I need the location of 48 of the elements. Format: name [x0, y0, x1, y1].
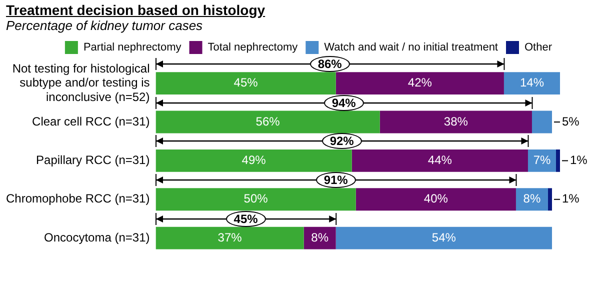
- y-tick-label: Clear cell RCC (n=31): [32, 114, 150, 128]
- legend-label: Total nephrectomy: [208, 42, 298, 54]
- data-label: 1%: [562, 192, 580, 206]
- bar: [548, 188, 552, 211]
- y-tick-label: Papillary RCC (n=31): [36, 153, 150, 168]
- bar: [532, 110, 552, 134]
- bar: [380, 110, 532, 134]
- data-label: 44%: [428, 153, 452, 168]
- annotation: 91%: [316, 172, 356, 188]
- chart-subtitle: Percentage of kidney tumor cases: [6, 18, 204, 33]
- y-tick-label: Not testing for histological subtype and/or testing is inconclusive (n=52): [12, 61, 150, 104]
- data-label: 8%: [311, 230, 329, 244]
- data-label: 49%: [242, 153, 266, 168]
- data-label: 38%: [444, 114, 468, 128]
- legend-label: Partial nephrectomy: [83, 42, 182, 54]
- data-label: 7%: [533, 153, 551, 168]
- data-label: 50%: [244, 192, 268, 206]
- data-label: 37%: [218, 230, 242, 244]
- data-label: 40%: [424, 192, 448, 206]
- bar: [156, 149, 352, 172]
- annotation: 86%: [310, 56, 350, 72]
- data-label: 45%: [234, 76, 258, 90]
- annotation: 92%: [322, 133, 362, 150]
- data-label: 14%: [520, 76, 544, 90]
- legend-label: Other: [524, 42, 552, 54]
- data-label: 56%: [256, 114, 280, 128]
- data-label: 54%: [432, 230, 456, 244]
- data-label: 5%: [562, 114, 580, 128]
- bar: [156, 226, 304, 250]
- bar: [336, 72, 504, 95]
- bar: [156, 72, 336, 95]
- data-label: 1%: [570, 153, 588, 168]
- y-tick-label: Chromophobe RCC (n=31): [6, 192, 150, 206]
- bar: [156, 188, 356, 211]
- bar: [356, 188, 516, 211]
- bar: [504, 72, 560, 95]
- bar: [156, 110, 380, 134]
- bar: [556, 149, 560, 172]
- data-label: 42%: [408, 76, 432, 90]
- legend-label: Watch and wait / no initial treatment: [324, 42, 498, 54]
- annotation: 45%: [226, 210, 266, 227]
- annotation: 94%: [324, 94, 364, 111]
- chart-title: Treatment decision based on histology: [6, 2, 266, 18]
- bar: [336, 226, 552, 250]
- bar: [528, 149, 556, 172]
- bar: [352, 149, 528, 172]
- data-label: 8%: [523, 192, 541, 206]
- y-tick-label: Oncocytoma (n=31): [44, 230, 150, 244]
